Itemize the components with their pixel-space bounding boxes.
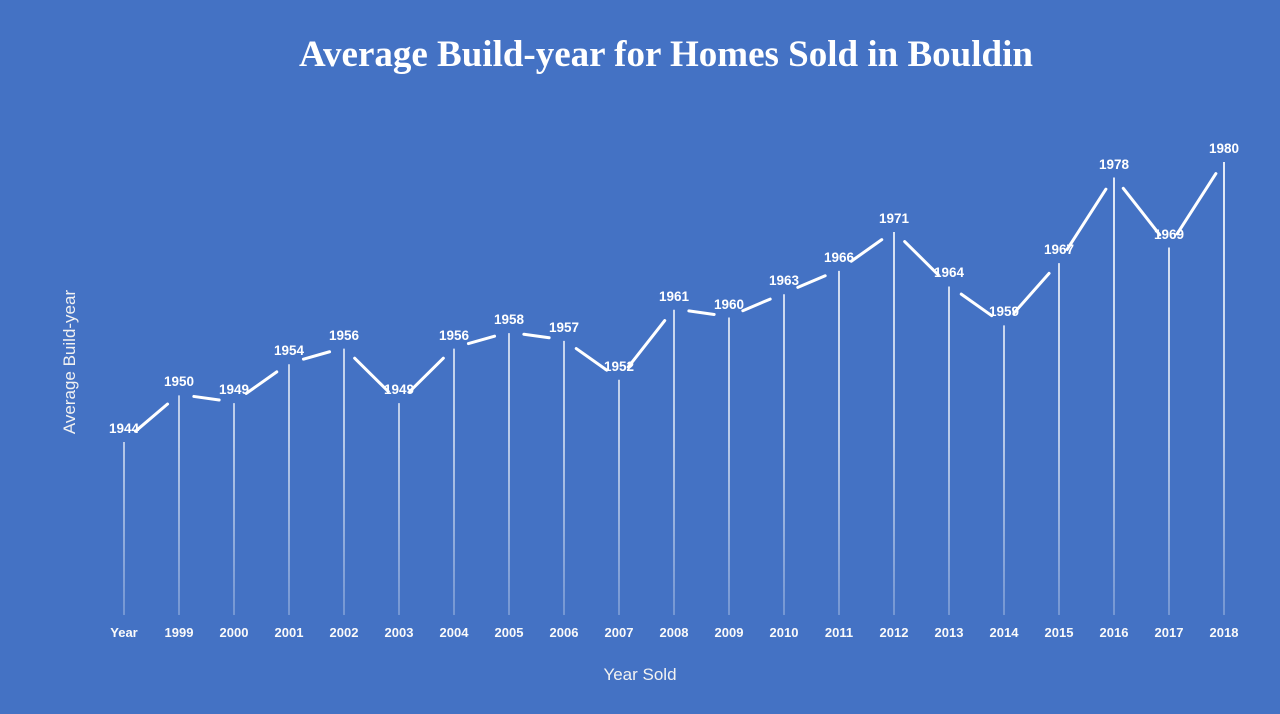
- data-label: 1952: [603, 358, 635, 374]
- data-label: 1957: [548, 319, 580, 335]
- x-tick-label: 2014: [989, 625, 1019, 640]
- data-label: 1978: [1098, 156, 1130, 172]
- x-tick-label: 2007: [604, 625, 634, 640]
- line-segment: [741, 297, 772, 313]
- line-segment: [1121, 186, 1162, 237]
- line-segment: [1012, 271, 1051, 315]
- x-tick-label: 2001: [274, 625, 304, 640]
- x-tick-label: 2015: [1044, 625, 1074, 640]
- line-segment: [466, 334, 497, 346]
- data-label: 1971: [878, 211, 910, 226]
- x-tick-label: 2009: [714, 625, 744, 640]
- data-label: 1966: [823, 249, 855, 265]
- data-label: 1954: [273, 343, 305, 359]
- data-label: 1969: [1153, 226, 1185, 242]
- x-tick-label: 2000: [219, 625, 249, 640]
- line-segment: [244, 370, 279, 395]
- line-segment: [959, 292, 994, 318]
- line-segment: [133, 402, 170, 433]
- data-label: 1963: [768, 273, 800, 289]
- line-segment: [408, 356, 445, 394]
- data-label: 1956: [328, 327, 360, 343]
- data-label: 1949: [218, 382, 250, 398]
- line-segment: [522, 332, 551, 340]
- line-segment: [903, 240, 940, 277]
- chart-title: Average Build-year for Homes Sold in Bou…: [299, 34, 1033, 75]
- x-tick-label: Year: [110, 625, 138, 640]
- line-segment: [1175, 172, 1218, 236]
- x-tick-label: 2008: [659, 625, 689, 640]
- data-label: 1956: [438, 327, 470, 343]
- line-segment: [1065, 187, 1108, 251]
- line-segment: [687, 309, 716, 316]
- data-label: 1944: [108, 421, 140, 436]
- data-label: 1961: [658, 288, 690, 304]
- x-tick-label: 2010: [769, 625, 799, 640]
- data-label: 1980: [1208, 141, 1240, 156]
- x-tick-label: 2017: [1154, 625, 1184, 640]
- line-segment: [192, 394, 221, 402]
- line-segment: [849, 238, 884, 263]
- x-tick-label: 2006: [549, 625, 579, 640]
- line-segment: [626, 319, 667, 369]
- x-tick-label: 2002: [329, 625, 359, 640]
- x-tick-label: 2004: [439, 625, 469, 640]
- data-label: 1964: [933, 265, 965, 281]
- data-label: 1960: [713, 296, 745, 312]
- x-tick-label: 2016: [1099, 625, 1129, 640]
- x-tick-label: 2003: [384, 625, 414, 640]
- data-label: 1958: [493, 312, 525, 328]
- x-tick-label: 2012: [879, 625, 909, 640]
- data-label: 1959: [988, 304, 1020, 320]
- data-label: 1950: [163, 374, 195, 390]
- x-tick-label: 2011: [824, 625, 854, 640]
- x-tick-label: 1999: [164, 625, 194, 640]
- line-segment: [301, 350, 332, 361]
- x-tick-label: 2013: [934, 625, 964, 640]
- data-label: 1967: [1043, 242, 1075, 258]
- line-segment: [574, 347, 609, 372]
- x-tick-label: 2005: [494, 625, 524, 640]
- line-segment: [353, 356, 390, 394]
- x-axis-title: Year Sold: [603, 665, 677, 684]
- data-label: 1949: [383, 382, 415, 398]
- line-segment: [796, 274, 827, 289]
- x-tick-label: 2018: [1209, 625, 1239, 640]
